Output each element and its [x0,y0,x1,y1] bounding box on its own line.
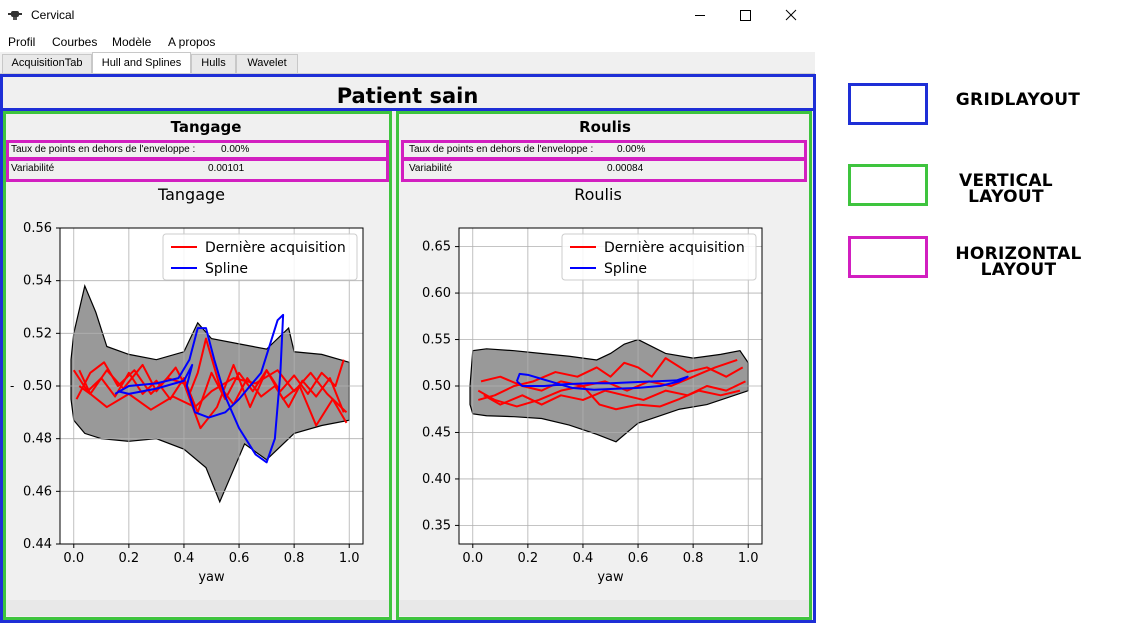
horizontal-layout-legend-label: HORIZONTAL LAYOUT [955,244,1082,280]
var-value-roulis: 0.00084 [607,163,644,174]
tab-bar: AcquisitionTab Hull and Splines Hulls Wa… [0,52,815,73]
gridlayout-body-frame [0,108,816,623]
x-tick-label-0: 0.0 [63,551,84,566]
horizontal-layout-var-roulis [401,158,807,182]
window-title: Cervical [31,8,75,22]
y-tick-label-4: 0.55 [422,333,451,348]
app-icon [8,11,22,20]
menu-profil[interactable]: Profil [8,35,36,49]
legend-label-1: Spline [205,261,248,277]
tab-acquisition[interactable]: AcquisitionTab [2,54,92,73]
maximize-icon [740,10,751,21]
rate-label-roulis: Taux de points en dehors de l'enveloppe … [409,144,594,155]
vertical-layout-swatch [848,164,928,206]
y-tick-label-1: 0.46 [23,484,52,499]
legend-box [162,233,358,281]
vertical-layout-legend-label: VERTICAL LAYOUT [959,171,1053,207]
minimize-icon [695,15,705,16]
status-strip-tangage [6,600,389,616]
x-tick-label-2: 0.4 [573,551,594,566]
close-icon [785,9,797,21]
series-0-line-0 [72,359,345,414]
series-1-line-0 [515,372,689,391]
x-axis-label: yaw [198,570,225,585]
var-label-roulis: Variabilité [409,163,453,174]
x-tick-label-3: 0.6 [628,551,649,566]
title-bar: Cervical [0,0,815,31]
tab-hulls[interactable]: Hulls [191,54,236,73]
maximize-button[interactable] [722,0,768,31]
x-tick-label-5: 1.0 [339,551,360,566]
tangage-chart: Tangage 0.0 0.2 0.4 0.6 0.8 1.0 0.44 0.46 0.48 0.5… [10,185,364,585]
close-button[interactable] [768,0,814,31]
y-tick-label-4: 0.52 [23,326,52,341]
panel-title-tangage: Tangage [170,118,242,136]
chart-title: Roulis [574,185,622,204]
x-tick-label-3: 0.6 [229,551,250,566]
roulis-chart: Roulis 0.0 0.2 0.4 0.6 0.8 1.0 0.35 0.40 0.45 0.50… [422,185,763,585]
var-label-tangage: Variabilité [11,163,55,174]
status-strip-roulis [399,600,809,616]
y-tick-label-0: 0.35 [422,518,451,533]
var-value-tangage: 0.00101 [208,163,245,174]
y-axis-label: - [10,379,14,393]
y-tick-label-6: 0.56 [23,221,52,236]
series-1-line-0 [114,313,285,464]
vertical-layout-roulis [396,111,812,620]
horizontal-layout-var-tangage [6,158,389,182]
x-tick-label-1: 0.2 [119,551,140,566]
y-tick-label-5: 0.60 [422,286,451,301]
legend-box [561,233,757,281]
horizontal-layout-swatch [848,236,928,278]
patient-title: Patient sain [336,84,479,108]
x-tick-label-5: 1.0 [738,551,759,566]
rate-value-tangage: 0.00% [221,144,250,155]
y-tick-label-0: 0.44 [23,537,52,552]
panel-title-roulis: Roulis [579,118,631,136]
legend-label-0: Dernière acquisition [205,240,346,256]
series-0-line-0 [478,357,744,401]
series-0-line-1 [483,380,746,406]
series-0-line-3 [477,359,738,408]
vertical-layout-tangage [3,111,392,620]
minimize-button[interactable] [677,0,723,31]
menu-a-propos[interactable]: A propos [168,35,216,49]
x-axis-label: yaw [597,570,624,585]
x-tick-label-2: 0.4 [174,551,195,566]
gridlayout-legend-label: GRIDLAYOUT [955,90,1081,110]
rate-label-tangage: Taux de points en dehors de l'enveloppe … [11,144,196,155]
legend-label-1: Spline [604,261,647,277]
tab-wavelet[interactable]: Wavelet [236,54,298,73]
x-tick-label-0: 0.0 [462,551,483,566]
y-tick-label-3: 0.50 [23,379,52,394]
plot-content [60,228,363,544]
menu-bar: Profil Courbes Modèle A propos [0,31,815,52]
y-tick-label-2: 0.48 [23,432,52,447]
rate-value-roulis: 0.00% [617,144,646,155]
y-tick-label-5: 0.54 [23,274,52,289]
plot-content [459,228,762,544]
y-tick-label-6: 0.65 [422,240,451,255]
legend-label-0: Dernière acquisition [604,240,745,256]
series-0-line-3 [78,369,348,414]
menu-modele[interactable]: Modèle [112,35,152,49]
x-tick-label-1: 0.2 [518,551,539,566]
gridlayout-swatch [848,83,928,125]
x-tick-label-4: 0.8 [683,551,704,566]
x-tick-label-4: 0.8 [284,551,305,566]
menu-courbes[interactable]: Courbes [52,35,98,49]
y-tick-label-2: 0.45 [422,425,451,440]
tab-hull-and-splines[interactable]: Hull and Splines [92,52,191,73]
chart-title: Tangage [157,185,225,204]
y-tick-label-1: 0.40 [422,472,451,487]
y-tick-label-3: 0.50 [422,379,451,394]
